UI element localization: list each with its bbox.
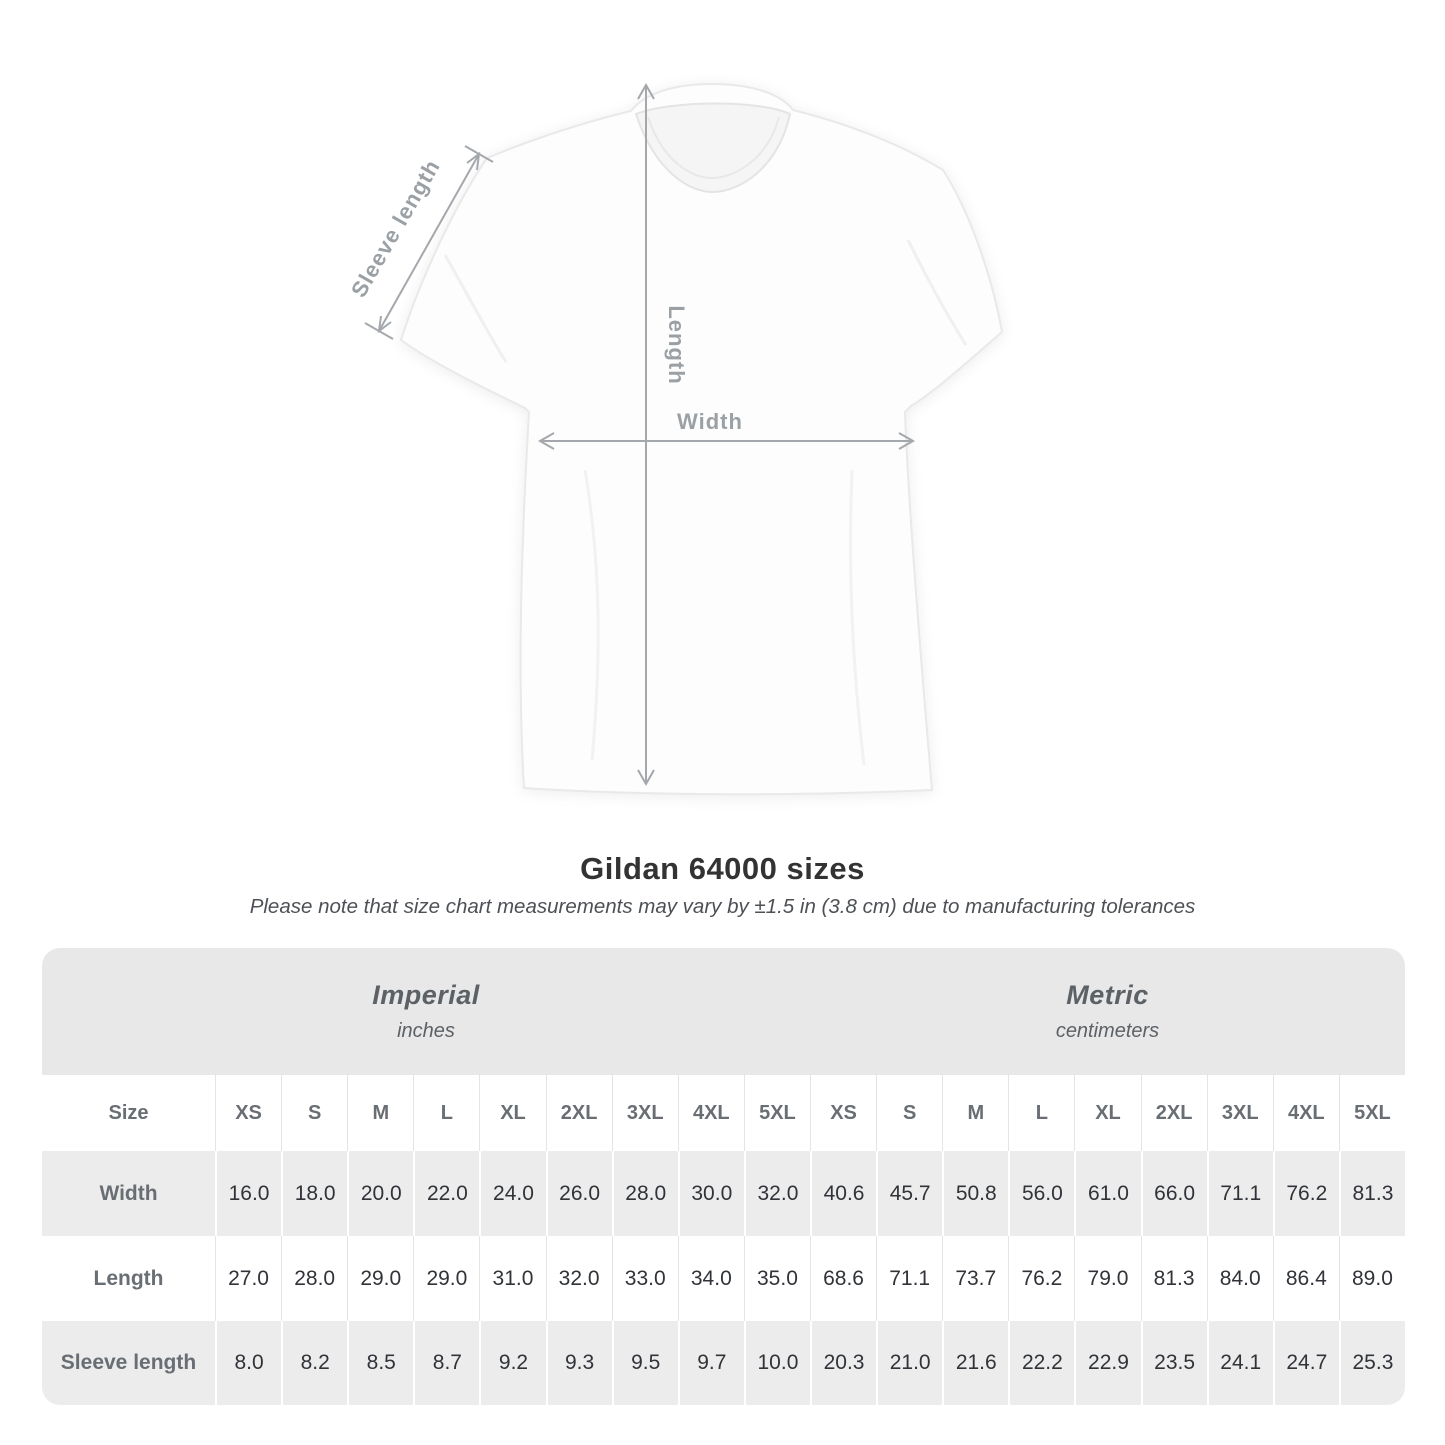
metric-unit: centimeters <box>1055 1020 1160 1042</box>
value-cell: 81.3 <box>1338 1151 1405 1236</box>
size-header: 4XL <box>1272 1075 1339 1151</box>
value-cell: 34.0 <box>677 1236 744 1321</box>
size-header: M <box>347 1075 414 1151</box>
length-label: Length <box>664 305 689 384</box>
value-cell: 50.8 <box>942 1151 1009 1236</box>
value-cell: 28.0 <box>281 1236 348 1321</box>
size-header: S <box>876 1075 943 1151</box>
value-cell: 73.7 <box>942 1236 1009 1321</box>
t-shirt-collar-band <box>647 116 780 180</box>
value-cell: 18.0 <box>281 1151 348 1236</box>
t-shirt-neck-hole <box>634 102 792 194</box>
metric-name: Metric <box>1066 980 1149 1010</box>
size-header: 3XL <box>611 1075 678 1151</box>
row-label: Sleeve length <box>42 1321 215 1405</box>
dimension-lines <box>364 82 916 787</box>
fold-line <box>906 239 968 346</box>
value-cell: 8.5 <box>347 1321 414 1405</box>
value-cell: 22.0 <box>413 1151 480 1236</box>
value-cell: 81.3 <box>1140 1236 1207 1321</box>
value-cell: 24.7 <box>1272 1321 1339 1405</box>
value-cell: 22.9 <box>1074 1321 1141 1405</box>
size-header: S <box>281 1075 348 1151</box>
fold-line <box>849 469 866 766</box>
value-cell: 20.3 <box>810 1321 877 1405</box>
size-header: 3XL <box>1206 1075 1273 1151</box>
value-cell: 24.1 <box>1206 1321 1273 1405</box>
value-cell: 79.0 <box>1074 1236 1141 1321</box>
value-cell: 20.0 <box>347 1151 414 1236</box>
value-cell: 56.0 <box>1008 1151 1075 1236</box>
value-cell: 23.5 <box>1140 1321 1207 1405</box>
size-header: 4XL <box>677 1075 744 1151</box>
width-label: Width <box>677 409 743 434</box>
value-cell: 29.0 <box>413 1236 480 1321</box>
sleeve-dimension-line <box>378 153 480 332</box>
fold-line <box>583 469 600 761</box>
imperial-unit: inches <box>397 1020 455 1042</box>
value-cell: 32.0 <box>545 1236 612 1321</box>
t-shirt-image: Sleeve length Length Width <box>346 82 1003 796</box>
tolerance-note: Please note that size chart measurements… <box>249 895 1196 918</box>
size-header: 5XL <box>1338 1075 1405 1151</box>
value-cell: 9.2 <box>479 1321 546 1405</box>
value-cell: 28.0 <box>611 1151 678 1236</box>
value-cell: 71.1 <box>1206 1151 1273 1236</box>
row-label: Length <box>42 1236 215 1321</box>
value-cell: 26.0 <box>545 1151 612 1236</box>
size-header: 2XL <box>545 1075 612 1151</box>
value-cell: 25.3 <box>1338 1321 1405 1405</box>
value-cell: 84.0 <box>1206 1236 1273 1321</box>
value-cell: 21.0 <box>876 1321 943 1405</box>
size-header: XS <box>215 1075 282 1151</box>
size-header: XS <box>810 1075 877 1151</box>
value-cell: 35.0 <box>743 1236 810 1321</box>
value-cell: 22.2 <box>1008 1321 1075 1405</box>
size-header: XL <box>479 1075 546 1151</box>
value-cell: 31.0 <box>479 1236 546 1321</box>
value-cell: 9.7 <box>677 1321 744 1405</box>
size-header: L <box>413 1075 480 1151</box>
value-cell: 30.0 <box>677 1151 744 1236</box>
value-cell: 10.0 <box>743 1321 810 1405</box>
value-cell: 89.0 <box>1338 1236 1405 1321</box>
size-header: 5XL <box>743 1075 810 1151</box>
value-cell: 24.0 <box>479 1151 546 1236</box>
value-cell: 76.2 <box>1008 1236 1075 1321</box>
value-cell: 8.2 <box>281 1321 348 1405</box>
value-cell: 86.4 <box>1272 1236 1339 1321</box>
value-cell: 40.6 <box>810 1151 877 1236</box>
value-cell: 66.0 <box>1140 1151 1207 1236</box>
value-cell: 8.0 <box>215 1321 282 1405</box>
value-cell: 76.2 <box>1272 1151 1339 1236</box>
value-cell: 68.6 <box>810 1236 877 1321</box>
value-cell: 32.0 <box>743 1151 810 1236</box>
value-cell: 61.0 <box>1074 1151 1141 1236</box>
value-cell: 8.7 <box>413 1321 480 1405</box>
value-cell: 29.0 <box>347 1236 414 1321</box>
size-header: 2XL <box>1140 1075 1207 1151</box>
size-header: M <box>942 1075 1009 1151</box>
value-cell: 9.5 <box>611 1321 678 1405</box>
row-label: Width <box>42 1151 215 1236</box>
fold-line <box>443 254 508 363</box>
size-column-header: Size <box>42 1075 215 1151</box>
size-table: Imperial inches Metric centimeters Size … <box>42 948 1405 1405</box>
value-cell: 33.0 <box>611 1236 678 1321</box>
value-cell: 71.1 <box>876 1236 943 1321</box>
size-header: XL <box>1074 1075 1141 1151</box>
page-title: Gildan 64000 sizes <box>580 851 865 886</box>
imperial-header: Imperial inches <box>42 948 810 1075</box>
value-cell: 9.3 <box>545 1321 612 1405</box>
imperial-name: Imperial <box>372 980 480 1010</box>
value-cell: 27.0 <box>215 1236 282 1321</box>
value-cell: 16.0 <box>215 1151 282 1236</box>
metric-header: Metric centimeters <box>810 948 1405 1075</box>
size-header: L <box>1008 1075 1075 1151</box>
value-cell: 45.7 <box>876 1151 943 1236</box>
value-cell: 21.6 <box>942 1321 1009 1405</box>
